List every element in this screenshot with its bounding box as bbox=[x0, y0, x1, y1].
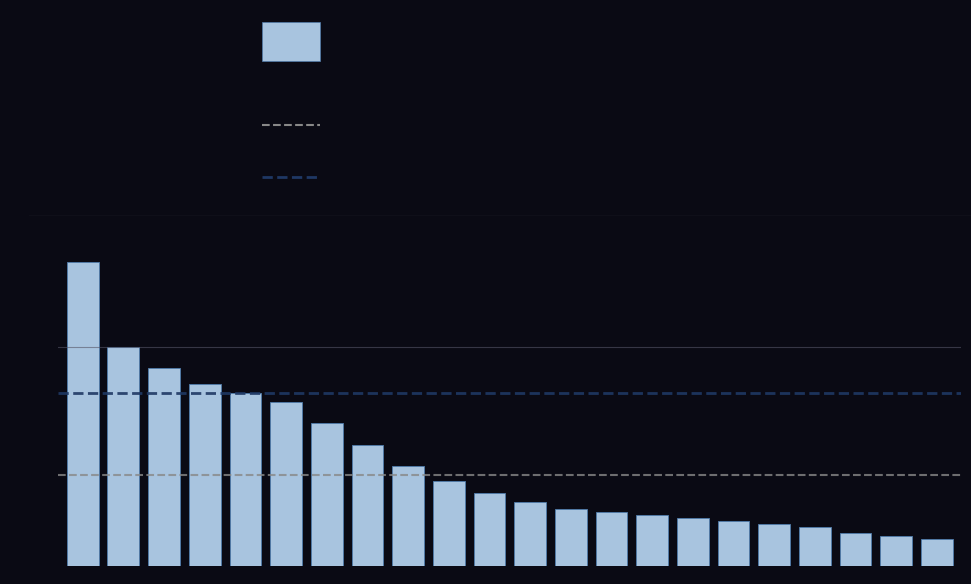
Bar bbox=[515, 502, 546, 566]
Bar bbox=[718, 521, 750, 566]
Bar bbox=[311, 423, 343, 566]
Bar bbox=[595, 512, 627, 566]
Bar bbox=[474, 493, 505, 566]
Bar bbox=[840, 533, 871, 566]
Bar bbox=[636, 515, 668, 566]
FancyBboxPatch shape bbox=[262, 22, 320, 61]
Bar bbox=[270, 402, 302, 566]
Bar bbox=[108, 347, 139, 566]
Bar bbox=[149, 369, 180, 566]
Bar bbox=[392, 466, 424, 566]
Bar bbox=[758, 524, 790, 566]
Bar bbox=[799, 527, 831, 566]
Bar bbox=[921, 539, 953, 566]
Bar bbox=[677, 518, 709, 566]
Bar bbox=[67, 262, 98, 566]
Bar bbox=[554, 509, 586, 566]
Bar bbox=[188, 384, 220, 566]
Bar bbox=[229, 393, 261, 566]
Bar bbox=[881, 536, 912, 566]
Bar bbox=[352, 444, 384, 566]
Bar bbox=[433, 481, 464, 566]
